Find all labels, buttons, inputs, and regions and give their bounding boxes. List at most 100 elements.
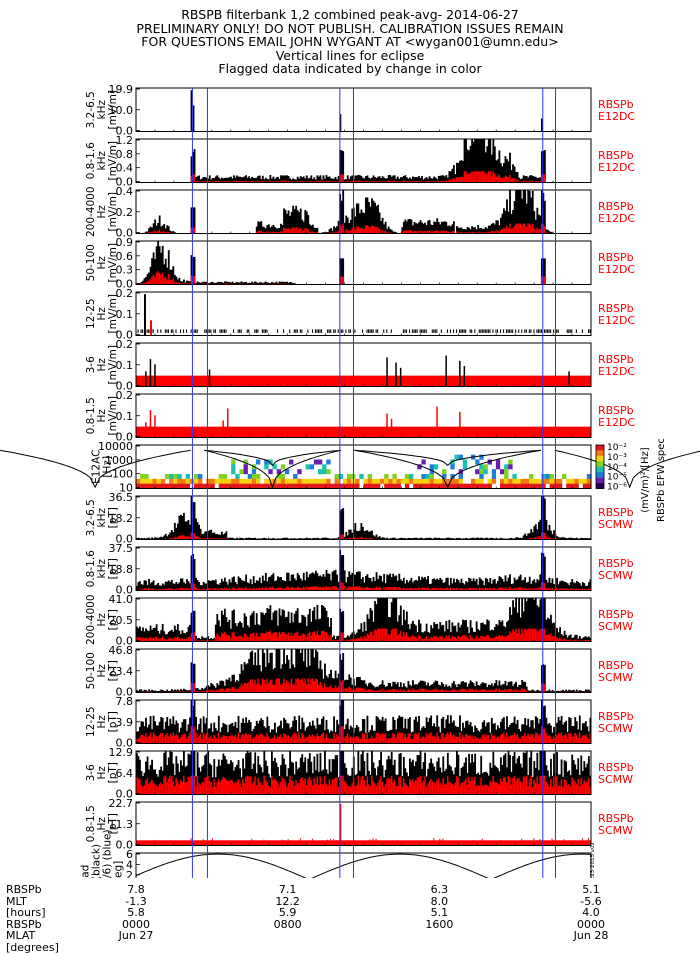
bar-peak bbox=[383, 329, 384, 332]
spec-cell bbox=[140, 474, 144, 479]
bar-peak bbox=[556, 329, 557, 332]
spec-cell bbox=[558, 484, 562, 489]
spec-cell bbox=[359, 474, 363, 479]
spec-cell bbox=[450, 484, 454, 489]
bar-peak bbox=[409, 329, 410, 332]
spec-cell bbox=[268, 469, 272, 474]
spec-cell bbox=[421, 460, 425, 465]
spec-cell bbox=[413, 479, 417, 484]
y-axis-label: 0.8-1.5Hz[mV/m] bbox=[85, 396, 119, 435]
bar-peak bbox=[447, 329, 448, 332]
stacked-plot: 3.2-6.5kHz[mV/m]19.910.00.0RBSPbE12DC0.8… bbox=[0, 0, 700, 878]
bar-peak bbox=[518, 329, 519, 332]
spike-peak bbox=[191, 90, 193, 131]
bar-peak bbox=[435, 329, 436, 332]
spec-cell bbox=[136, 484, 140, 489]
spec-cell bbox=[488, 479, 492, 484]
spec-cell bbox=[455, 479, 459, 484]
spec-cell bbox=[570, 479, 574, 484]
spec-cell bbox=[434, 464, 438, 469]
bar-peak bbox=[570, 329, 571, 332]
bar-peak bbox=[536, 329, 537, 332]
bar-peak bbox=[295, 329, 296, 332]
spec-cell bbox=[306, 484, 310, 489]
bar-peak bbox=[183, 329, 184, 332]
spec-cell bbox=[574, 484, 578, 489]
spec-cell bbox=[264, 484, 268, 489]
spec-cell bbox=[517, 484, 521, 489]
bar-peak bbox=[529, 329, 530, 332]
spec-cell bbox=[384, 484, 388, 489]
bar-peak bbox=[283, 329, 284, 332]
bar-peak bbox=[497, 329, 498, 332]
spec-cell bbox=[479, 464, 483, 469]
spec-cell bbox=[239, 469, 243, 474]
bar-peak bbox=[157, 329, 158, 332]
spec-cell bbox=[140, 479, 144, 484]
spec-cell bbox=[550, 479, 554, 484]
panel-2: 200-4000Hz[mV/m] bbox=[85, 186, 591, 237]
spec-cell bbox=[479, 484, 483, 489]
spec-cell bbox=[235, 479, 239, 484]
spec-cell bbox=[483, 464, 487, 469]
bar-peak bbox=[367, 329, 368, 332]
spec-cell bbox=[409, 474, 413, 479]
spec-cell bbox=[504, 484, 508, 489]
spec-cell bbox=[293, 474, 297, 479]
spec-cell bbox=[566, 484, 570, 489]
spec-cell bbox=[248, 474, 252, 479]
y-tick-label: 0.3 bbox=[116, 264, 134, 277]
spec-cell bbox=[248, 479, 252, 484]
bar-peak bbox=[538, 329, 539, 332]
spike bbox=[386, 357, 388, 386]
bar-peak bbox=[461, 329, 462, 332]
bar-peak bbox=[453, 329, 454, 332]
bar-peak bbox=[142, 329, 143, 332]
spike bbox=[154, 364, 156, 386]
y-tick-label: 0.2 bbox=[116, 389, 134, 402]
bar-peak bbox=[247, 329, 248, 332]
spec-cell bbox=[314, 460, 318, 465]
spec-cell bbox=[148, 479, 152, 484]
bar-peak bbox=[576, 329, 577, 332]
spec-cell bbox=[409, 479, 413, 484]
bar-peak bbox=[265, 329, 266, 332]
bar-peak bbox=[327, 329, 328, 332]
y-tick-label: 0.2 bbox=[116, 287, 134, 300]
spec-cell bbox=[301, 484, 305, 489]
spec-cell bbox=[169, 479, 173, 484]
bar-peak bbox=[558, 329, 559, 332]
spec-cell bbox=[219, 479, 223, 484]
bar-peak bbox=[456, 329, 457, 332]
bar-peak bbox=[546, 329, 547, 332]
spec-cell bbox=[459, 479, 463, 484]
bar-peak bbox=[166, 329, 167, 332]
spec-cell bbox=[198, 474, 202, 479]
bar-peak bbox=[294, 329, 295, 332]
bar-peak bbox=[480, 329, 481, 332]
spec-cell bbox=[537, 484, 541, 489]
spec-cell bbox=[405, 474, 409, 479]
spec-cell bbox=[239, 484, 243, 489]
bar-peak bbox=[141, 329, 142, 332]
spec-cell bbox=[297, 484, 301, 489]
spec-cell bbox=[281, 479, 285, 484]
bar-peak bbox=[524, 329, 525, 332]
spec-cell bbox=[496, 464, 500, 469]
bar-peak bbox=[506, 329, 507, 332]
spec-cell bbox=[310, 464, 314, 469]
bar-peak bbox=[175, 329, 176, 332]
spec-cell bbox=[322, 464, 326, 469]
bar-peak bbox=[335, 329, 336, 332]
spec-cell bbox=[500, 484, 504, 489]
bar-peak bbox=[373, 329, 374, 332]
bar-peak bbox=[197, 329, 198, 332]
bar-peak bbox=[508, 329, 509, 332]
bar-peak bbox=[424, 329, 425, 332]
bar-peak bbox=[436, 329, 437, 332]
spec-cell bbox=[521, 484, 525, 489]
bar-peak bbox=[215, 329, 216, 332]
bar-peak bbox=[420, 329, 421, 332]
bar-peak bbox=[248, 329, 249, 332]
spec-cell bbox=[330, 484, 334, 489]
